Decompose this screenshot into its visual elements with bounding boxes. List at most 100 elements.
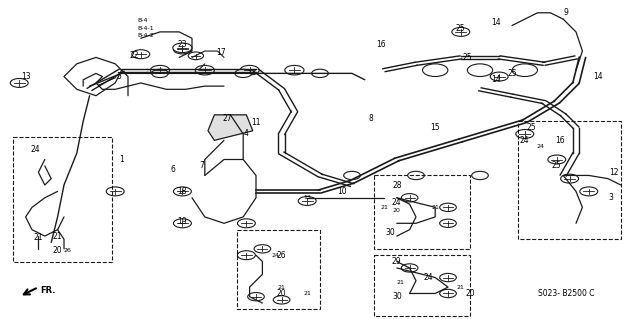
- Text: S023- B2500 C: S023- B2500 C: [538, 289, 594, 298]
- Circle shape: [516, 130, 534, 138]
- Text: 17: 17: [216, 48, 226, 57]
- Circle shape: [298, 197, 316, 205]
- Circle shape: [422, 64, 448, 77]
- Text: 24: 24: [520, 136, 530, 145]
- Circle shape: [285, 65, 304, 75]
- Text: 24: 24: [271, 253, 279, 258]
- Text: 16: 16: [376, 40, 386, 49]
- Circle shape: [490, 72, 508, 81]
- Text: 3: 3: [609, 193, 614, 202]
- Text: 25: 25: [526, 123, 536, 132]
- Text: 30: 30: [392, 292, 402, 301]
- Circle shape: [548, 155, 566, 164]
- Circle shape: [473, 67, 487, 74]
- Circle shape: [273, 296, 290, 304]
- Circle shape: [254, 245, 271, 253]
- Text: 26: 26: [276, 251, 287, 260]
- Circle shape: [237, 251, 255, 260]
- Text: 21: 21: [380, 205, 388, 210]
- Text: 22: 22: [130, 51, 139, 60]
- Circle shape: [518, 67, 532, 74]
- Circle shape: [512, 64, 538, 77]
- Text: 27: 27: [222, 114, 232, 122]
- Text: 29: 29: [392, 257, 402, 266]
- Circle shape: [467, 64, 493, 77]
- Text: 6: 6: [170, 165, 175, 174]
- Circle shape: [150, 65, 170, 75]
- Text: 13: 13: [20, 72, 31, 81]
- Circle shape: [248, 293, 264, 301]
- Circle shape: [428, 67, 442, 74]
- Circle shape: [10, 78, 28, 87]
- Text: B-4: B-4: [138, 18, 148, 23]
- Text: 20: 20: [393, 208, 401, 213]
- Circle shape: [173, 45, 191, 54]
- Text: 20: 20: [465, 289, 476, 298]
- Text: 24: 24: [30, 145, 40, 154]
- Polygon shape: [208, 115, 253, 140]
- Circle shape: [440, 219, 456, 227]
- Text: 18: 18: [178, 187, 187, 196]
- Text: 20: 20: [52, 246, 63, 255]
- Circle shape: [173, 219, 191, 228]
- Text: 14: 14: [491, 75, 501, 84]
- Text: 5: 5: [116, 72, 121, 81]
- Text: 4: 4: [244, 130, 249, 138]
- Text: 23: 23: [177, 40, 188, 49]
- Circle shape: [401, 194, 418, 202]
- Text: FR.: FR.: [40, 286, 56, 295]
- Circle shape: [312, 69, 328, 78]
- Circle shape: [195, 65, 214, 75]
- Circle shape: [580, 187, 598, 196]
- Text: 14: 14: [491, 18, 501, 27]
- Text: 25: 25: [552, 161, 562, 170]
- Circle shape: [401, 264, 418, 272]
- Circle shape: [106, 187, 124, 196]
- Circle shape: [235, 69, 252, 78]
- Text: 7: 7: [199, 161, 204, 170]
- Text: 15: 15: [430, 123, 440, 132]
- Text: 21: 21: [34, 233, 43, 242]
- Circle shape: [440, 203, 456, 211]
- Circle shape: [240, 65, 259, 75]
- Text: 25: 25: [462, 53, 472, 62]
- Text: 11: 11: [252, 118, 260, 127]
- Text: 25: 25: [456, 24, 466, 33]
- Circle shape: [440, 289, 456, 298]
- Text: 21: 21: [396, 280, 404, 285]
- Text: 24: 24: [392, 198, 402, 207]
- Text: B-4-2: B-4-2: [138, 33, 154, 38]
- Text: B-4-1: B-4-1: [138, 26, 154, 31]
- Circle shape: [344, 171, 360, 180]
- Circle shape: [173, 187, 191, 196]
- Circle shape: [452, 27, 470, 36]
- Text: 13: 13: [303, 195, 311, 200]
- Text: 24: 24: [537, 144, 545, 149]
- Circle shape: [237, 219, 255, 228]
- Circle shape: [561, 174, 579, 183]
- Text: 8: 8: [369, 114, 374, 122]
- Text: 1: 1: [119, 155, 124, 164]
- Text: 30: 30: [385, 228, 396, 237]
- Text: 21: 21: [303, 291, 311, 296]
- Circle shape: [472, 171, 488, 180]
- Circle shape: [132, 50, 150, 59]
- Circle shape: [188, 52, 204, 60]
- Text: 21: 21: [457, 285, 465, 290]
- Text: 20: 20: [276, 289, 287, 298]
- Text: 24: 24: [424, 273, 434, 282]
- Circle shape: [173, 43, 192, 53]
- Text: 14: 14: [593, 72, 604, 81]
- Text: 9: 9: [564, 8, 569, 17]
- Text: 21: 21: [53, 232, 62, 241]
- Text: 28: 28: [392, 181, 401, 189]
- Circle shape: [408, 171, 424, 180]
- Text: 16: 16: [555, 136, 565, 145]
- Text: 25: 25: [507, 69, 517, 78]
- Text: 10: 10: [337, 187, 348, 196]
- Text: 12: 12: [610, 168, 619, 177]
- Text: 21: 21: [431, 205, 439, 210]
- Circle shape: [440, 273, 456, 282]
- Text: 26: 26: [63, 248, 71, 253]
- Circle shape: [152, 69, 168, 78]
